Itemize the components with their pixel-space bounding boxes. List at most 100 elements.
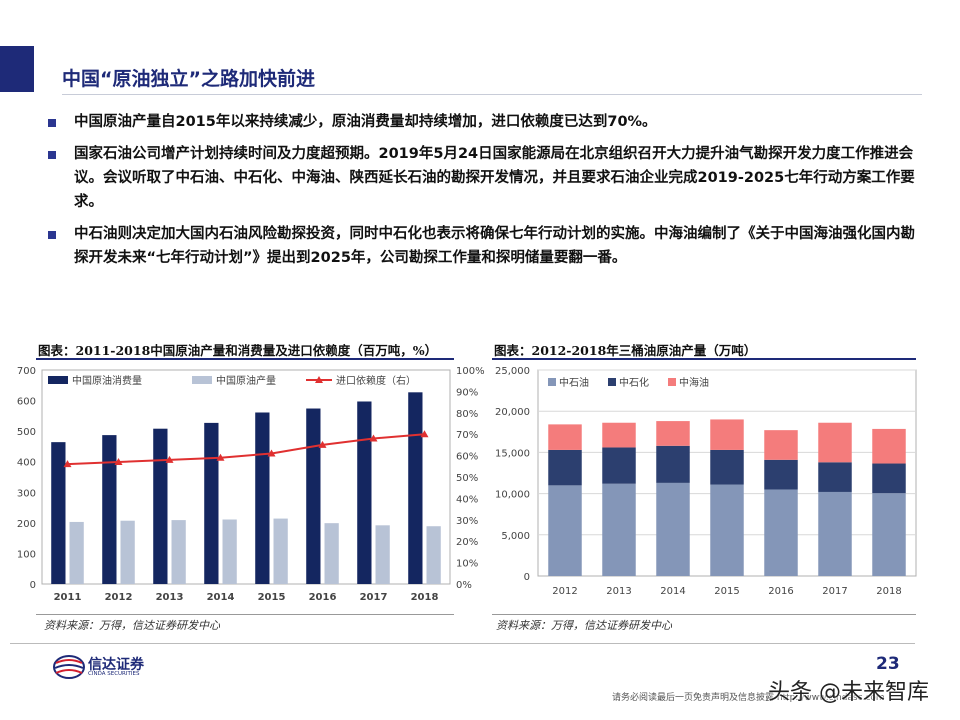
- chart1-x-tick-label: 2015: [258, 592, 286, 603]
- chart1-y-tick-label: 300: [17, 488, 36, 499]
- page-number: 23: [876, 654, 900, 674]
- chart1-y2-tick-label: 10%: [456, 559, 478, 570]
- chart1-x-tick-label: 2012: [105, 592, 133, 603]
- chart1-bar-consumption: [357, 401, 372, 584]
- bullet-square-icon: [48, 151, 56, 159]
- chart2-bar-segment-0: [656, 482, 690, 576]
- chart1-bar-consumption: [408, 392, 423, 584]
- chart1-svg: 0 100 200 300 400 500 600 700 0% 10% 20% 30% 40% 50% 6…: [17, 366, 485, 603]
- chart1-line-point: [165, 455, 174, 463]
- bullet-square-icon: [48, 231, 56, 239]
- chart1-bar-consumption: [204, 422, 219, 584]
- chart1-x-tick-label: 2013: [156, 592, 184, 603]
- chart2-x-tick-label: 2014: [660, 586, 685, 597]
- chart2-bar-segment-2: [548, 424, 582, 450]
- chart2-bar-segment-2: [656, 421, 690, 446]
- chart2-bar-segment-1: [656, 445, 690, 483]
- chart1-source-rule: [36, 614, 454, 615]
- chart1-y2-tick-label: 100%: [456, 366, 485, 377]
- chart2-legend-swatch: [608, 378, 616, 386]
- chart1-bar-production: [273, 518, 288, 584]
- chart1-legend-label: 进口依赖度（右）: [336, 374, 416, 387]
- chart1-bar-consumption: [153, 428, 168, 584]
- footer-divider: [10, 643, 915, 644]
- chart1-x-tick-label: 2014: [207, 592, 235, 603]
- bullet-item: 中石油则决定加大国内石油风险勘探投资，同时中石化也表示将确保七年行动计划的实施。…: [46, 222, 926, 270]
- chart1-y-tick-label: 500: [17, 427, 36, 438]
- logo-globe-icon: [53, 655, 85, 679]
- chart1-line-point: [420, 430, 429, 438]
- chart1-bar-consumption: [102, 435, 117, 584]
- chart2-x-tick-label: 2012: [552, 586, 577, 597]
- chart1-y2-tick-label: 40%: [456, 494, 478, 505]
- chart1-legend-label: 中国原油消费量: [72, 374, 142, 387]
- chart2-x-tick-label: 2015: [714, 586, 739, 597]
- chart1-line-point: [63, 460, 72, 468]
- chart2-bar-segment-0: [602, 483, 636, 576]
- chart2-bar-segment-1: [602, 447, 636, 484]
- chart2-legend-label: 中石化: [619, 376, 649, 389]
- chart2-bar-segment-1: [548, 449, 582, 486]
- chart1-y2-tick-label: 60%: [456, 452, 478, 463]
- chart2-bar-segment-2: [872, 428, 906, 464]
- chart1-line-point: [318, 440, 327, 448]
- chart2-legend-swatch: [548, 378, 556, 386]
- bullet-list: 中国原油产量自2015年以来持续减少，原油消费量却持续增加，进口依赖度已达到70…: [46, 110, 926, 278]
- chart2-title: 图表：2012-2018年三桶油原油产量（万吨）: [494, 343, 757, 358]
- chart2-x-tick-label: 2016: [768, 586, 793, 597]
- chart2-bar-segment-1: [710, 449, 744, 485]
- chart1-y2-tick-label: 50%: [456, 473, 478, 484]
- chart2-y-tick-label: 25,000: [495, 366, 530, 377]
- chart2-bar-segment-2: [818, 422, 852, 463]
- chart2-legend-swatch: [668, 378, 676, 386]
- chart1-x-tick-label: 2016: [309, 592, 337, 603]
- chart1-source: 资料来源：万得，信达证券研发中心: [44, 619, 220, 632]
- chart1-legend-label: 中国原油产量: [216, 374, 276, 387]
- bullet-item: 中国原油产量自2015年以来持续减少，原油消费量却持续增加，进口依赖度已达到70…: [46, 110, 926, 134]
- chart2-bar-segment-0: [872, 493, 906, 576]
- chart1-bar-production: [375, 525, 390, 584]
- logo-english-text: CINDA SECURITIES: [88, 671, 140, 677]
- bullet-text: 中国原油产量自2015年以来持续减少，原油消费量却持续增加，进口依赖度已达到70…: [74, 114, 657, 130]
- chart1-y-tick-label: 100: [17, 549, 36, 560]
- chart1-line-point: [216, 453, 225, 461]
- chart2-x-tick-label: 2017: [822, 586, 847, 597]
- chart2-bar-segment-1: [764, 459, 798, 490]
- chart1-bar-production: [120, 520, 135, 584]
- chart2-source-rule: [492, 614, 916, 615]
- chart1-bar-production: [69, 521, 84, 584]
- bullet-square-icon: [48, 119, 56, 127]
- chart1-y2-tick-label: 0%: [456, 580, 472, 591]
- chart1-y2-tick-label: 20%: [456, 537, 478, 548]
- chart1-y2-tick-label: 90%: [456, 387, 478, 398]
- chart2-legend-label: 中石油: [559, 376, 589, 389]
- chart1-y-tick-label: 600: [17, 397, 36, 408]
- title-divider: [62, 94, 922, 95]
- chart1-y2-tick-label: 30%: [456, 516, 478, 527]
- chart2-y-tick-label: 5,000: [501, 531, 530, 542]
- chart1-bar-consumption: [306, 408, 321, 584]
- chart2-x-tick-label: 2013: [606, 586, 631, 597]
- chart1-y-tick-label: 700: [17, 366, 36, 377]
- chart2-bar-segment-0: [818, 491, 852, 576]
- chart1-line-point: [267, 449, 276, 457]
- chart1-x-tick-label: 2017: [360, 592, 388, 603]
- disclaimer-text: 请务必阅读最后一页免责声明及信息披露 http://www.cindasc.co…: [612, 693, 885, 703]
- chart1-y-tick-label: 400: [17, 458, 36, 469]
- bullet-text: 中石油则决定加大国内石油风险勘探投资，同时中石化也表示将确保七年行动计划的实施。…: [74, 226, 915, 266]
- chart1-bar-consumption: [255, 412, 270, 584]
- chart2-y-tick-label: 20,000: [495, 407, 530, 418]
- chart1-y2-tick-label: 70%: [456, 430, 478, 441]
- chart1-y-tick-label: 200: [17, 519, 36, 530]
- chart2-bar-segment-2: [602, 422, 636, 448]
- chart2-bar-segment-2: [764, 430, 798, 460]
- chart1-line-point: [369, 434, 378, 442]
- chart2-bar-segment-1: [818, 462, 852, 492]
- chart1-y-tick-label: 0: [30, 580, 36, 591]
- bullet-text: 国家石油公司增产计划持续时间及力度超预期。2019年5月24日国家能源局在北京组…: [74, 146, 915, 210]
- chart2-svg: 0 5,000 10,000 15,000 20,000 25,000 2012 2013 20…: [495, 366, 917, 597]
- chart1-line-import-dependency: [67, 433, 425, 466]
- chart2-bar-segment-0: [710, 484, 744, 576]
- chart2-legend-label: 中海油: [679, 376, 709, 389]
- chart1-legend-marker: [315, 376, 323, 383]
